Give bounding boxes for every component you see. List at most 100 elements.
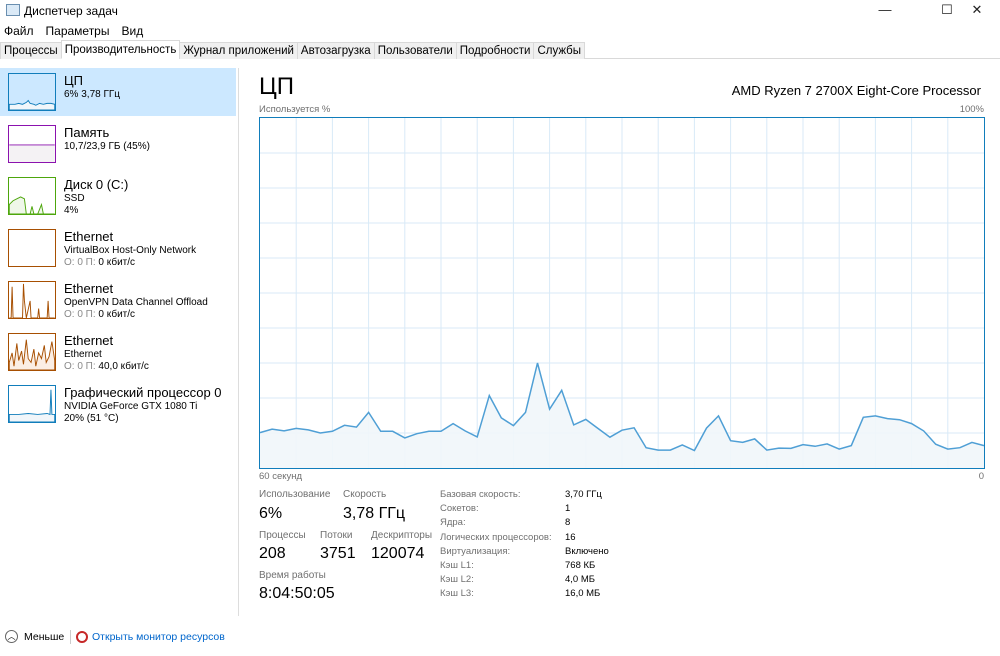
threads-label: Потоки — [320, 530, 353, 541]
spec-value: 16 — [565, 531, 576, 543]
x-axis-right-label: 0 — [978, 471, 984, 482]
title-bar: Диспетчер задач — ☐ ✕ — [0, 0, 1000, 22]
sidebar-subtitle: 10,7/23,9 ГБ (45%) — [64, 141, 150, 152]
sidebar-value: О: 0 П: 0 кбит/с — [64, 309, 135, 320]
sidebar-subtitle: OpenVPN Data Channel Offload — [64, 297, 208, 308]
task-manager-icon — [6, 4, 20, 16]
resource-monitor-icon — [76, 631, 88, 643]
throughput: 0 кбит/с — [98, 257, 136, 268]
sidebar-title: Память — [64, 125, 110, 140]
tab-performance[interactable]: Производительность — [60, 40, 181, 59]
sidebar-item-ethernet-openvpn[interactable]: Ethernet OpenVPN Data Channel Offload О:… — [0, 276, 236, 328]
throughput: 40,0 кбит/с — [98, 361, 149, 372]
sidebar-subtitle: NVIDIA GeForce GTX 1080 Ti — [64, 401, 198, 412]
send-receive-label: О: 0 П: — [64, 257, 96, 268]
sidebar-subtitle: SSD — [64, 193, 85, 204]
spec-label: Ядра: — [440, 517, 466, 529]
maximize-button[interactable]: ☐ — [941, 2, 953, 17]
menu-file[interactable]: Файл — [4, 24, 34, 38]
tab-users[interactable]: Пользователи — [373, 42, 457, 59]
panel-divider[interactable] — [238, 68, 239, 616]
chevron-up-icon[interactable]: ︿ — [5, 630, 18, 643]
cpu-thumbnail-graph — [8, 73, 56, 111]
uptime-value: 8:04:50:05 — [259, 585, 335, 602]
usage-value: 6% — [259, 505, 283, 522]
spec-value: 768 КБ — [565, 560, 596, 571]
spec-label: Кэш L2: — [440, 574, 474, 586]
tab-app-history[interactable]: Журнал приложений — [179, 42, 298, 59]
y-axis-label: Используется % — [259, 104, 331, 115]
ethernet-thumbnail-graph — [8, 229, 56, 267]
spec-label: Базовая скорость: — [440, 489, 521, 500]
close-button[interactable]: ✕ — [971, 2, 983, 17]
tab-startup[interactable]: Автозагрузка — [296, 42, 375, 59]
spec-value: 4,0 МБ — [565, 574, 595, 586]
sidebar-value: О: 0 П: 40,0 кбит/с — [64, 361, 149, 372]
sidebar-value: 4% — [64, 205, 79, 216]
tab-bar: Процессы Производительность Журнал прило… — [0, 40, 1000, 59]
spec-label: Кэш L1: — [440, 560, 474, 571]
chart-border — [259, 117, 985, 469]
spec-value: 8 — [565, 517, 571, 529]
sidebar-title: Диск 0 (C:) — [64, 177, 129, 192]
spec-value: Включено — [565, 545, 609, 557]
sidebar-item-gpu[interactable]: Графический процессор 0 NVIDIA GeForce G… — [0, 380, 236, 432]
sidebar-item-memory[interactable]: Память 10,7/23,9 ГБ (45%) — [0, 120, 236, 172]
tab-services[interactable]: Службы — [533, 42, 586, 59]
ethernet-thumbnail-graph — [8, 281, 56, 319]
footer-divider — [70, 630, 71, 644]
open-resource-monitor-link[interactable]: Открыть монитор ресурсов — [92, 631, 225, 643]
fewer-details-button[interactable]: Меньше — [24, 631, 65, 643]
sidebar-value: 20% (51 °C) — [64, 413, 119, 424]
uptime-label: Время работы — [259, 570, 326, 581]
spec-label: Сокетов: — [440, 503, 479, 515]
usage-area-fill — [260, 363, 984, 468]
sidebar-subtitle: VirtualBox Host-Only Network — [64, 245, 197, 256]
resource-sidebar: ЦП 6% 3,78 ГГц Память 10,7/23,9 ГБ (45%)… — [0, 68, 236, 432]
disk-thumbnail-graph — [8, 177, 56, 215]
gpu-thumbnail-graph — [8, 385, 56, 423]
sidebar-item-cpu[interactable]: ЦП 6% 3,78 ГГц — [0, 68, 236, 116]
tab-details[interactable]: Подробности — [455, 42, 535, 59]
sidebar-title: Ethernet — [64, 333, 114, 348]
y-max-label: 100% — [959, 104, 984, 115]
processes-value: 208 — [259, 545, 286, 562]
tab-processes[interactable]: Процессы — [0, 42, 62, 59]
sidebar-title: Ethernet — [64, 229, 114, 244]
sidebar-item-ethernet[interactable]: Ethernet Ethernet О: 0 П: 40,0 кбит/с — [0, 328, 236, 380]
spec-value: 16,0 МБ — [565, 588, 601, 600]
sidebar-item-disk[interactable]: Диск 0 (C:) SSD 4% — [0, 172, 236, 224]
memory-thumbnail-graph — [8, 125, 56, 163]
spec-label: Виртуализация: — [440, 545, 511, 557]
cpu-usage-chart — [259, 117, 985, 469]
ethernet-thumbnail-graph — [8, 333, 56, 371]
usage-label: Использование — [259, 489, 331, 500]
speed-value: 3,78 ГГц — [343, 505, 406, 522]
spec-value: 1 — [565, 503, 571, 515]
threads-value: 3751 — [320, 545, 356, 562]
minimize-button[interactable]: — — [878, 2, 892, 17]
menu-bar: Файл Параметры Вид — [0, 24, 149, 40]
sidebar-subtitle: Ethernet — [64, 349, 102, 360]
sidebar-title: ЦП — [64, 73, 83, 88]
processor-name: AMD Ryzen 7 2700X Eight-Core Processor — [731, 83, 981, 98]
spec-label: Логических процессоров: — [440, 531, 552, 543]
processes-label: Процессы — [259, 530, 306, 541]
handles-label: Дескрипторы — [371, 530, 433, 541]
window-title: Диспетчер задач — [24, 4, 118, 18]
handles-value: 120074 — [371, 545, 425, 562]
menu-view[interactable]: Вид — [121, 24, 144, 38]
x-axis-left-label: 60 секунд — [259, 471, 303, 482]
throughput: 0 кбит/с — [98, 309, 136, 320]
sidebar-title: Ethernet — [64, 281, 114, 296]
sidebar-item-ethernet-virtualbox[interactable]: Ethernet VirtualBox Host-Only Network О:… — [0, 224, 236, 276]
sidebar-value: О: 0 П: 0 кбит/с — [64, 257, 135, 268]
menu-options[interactable]: Параметры — [45, 24, 110, 38]
send-receive-label: О: 0 П: — [64, 361, 96, 372]
sidebar-subtitle: 6% 3,78 ГГц — [64, 89, 121, 100]
send-receive-label: О: 0 П: — [64, 309, 96, 320]
speed-label: Скорость — [343, 489, 387, 500]
page-title: ЦП — [259, 73, 295, 100]
spec-value: 3,70 ГГц — [565, 489, 602, 500]
sidebar-title: Графический процессор 0 — [64, 385, 222, 400]
